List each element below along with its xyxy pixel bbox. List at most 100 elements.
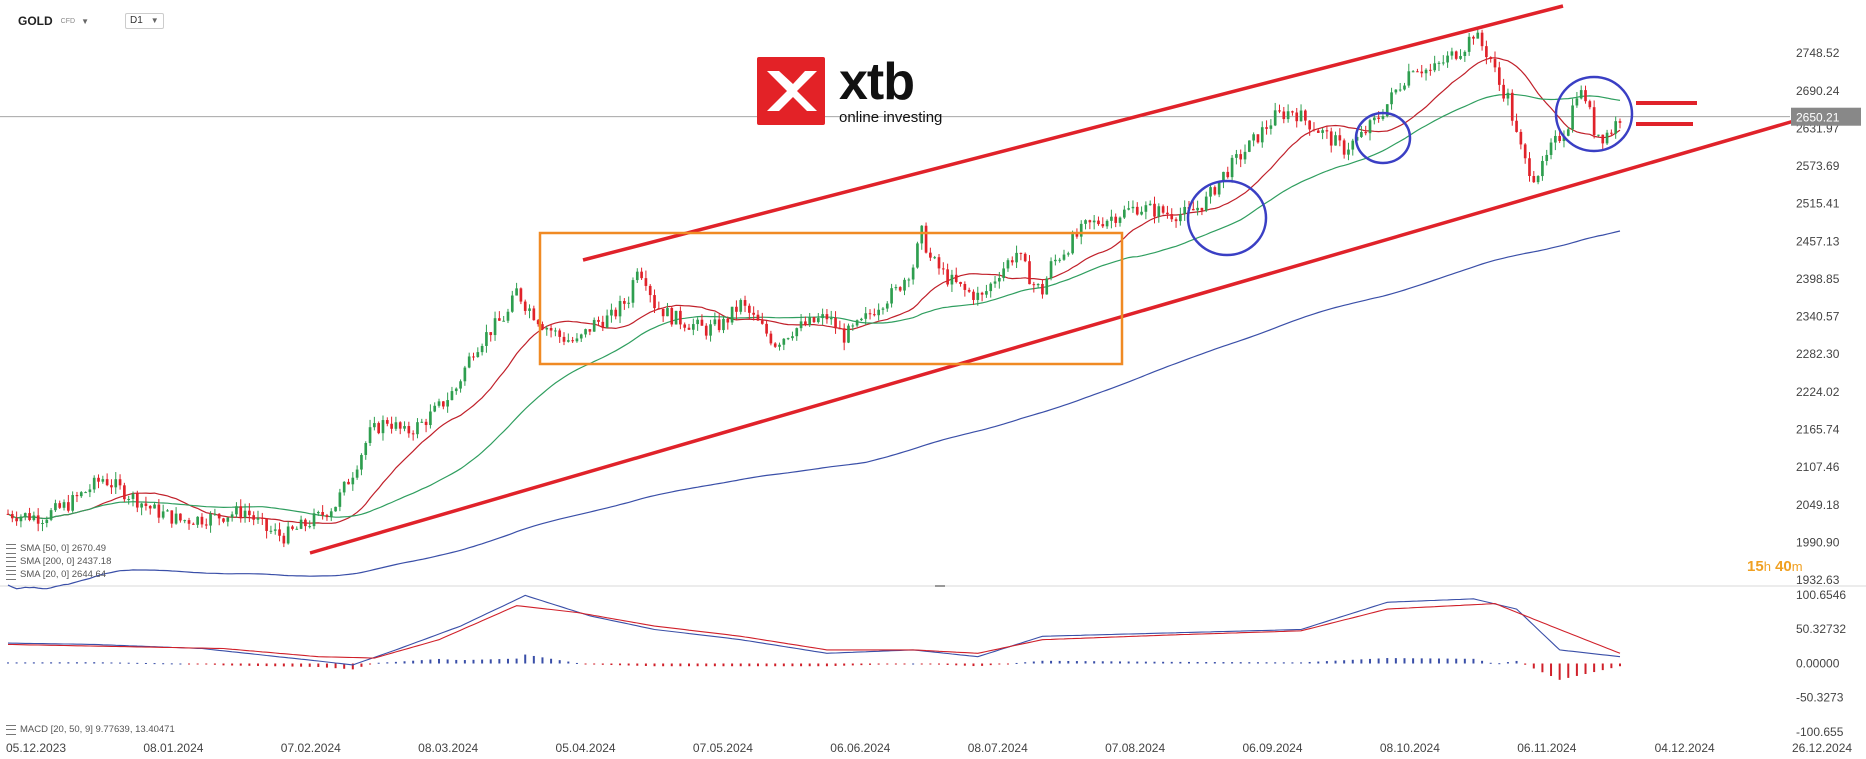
candle [916,241,919,269]
candle [498,311,501,321]
candle-body [980,292,984,295]
candle-body [847,325,850,343]
menu-icon[interactable] [6,543,16,554]
candle-body [691,324,695,330]
candle-body [1127,208,1130,210]
candle [36,508,40,532]
candle-body [834,317,837,329]
macd-histogram-bar [1024,662,1027,664]
candle-body [338,492,342,507]
candle [67,494,70,513]
candle [924,222,928,254]
candle [1122,205,1126,220]
candle-body [1424,69,1428,74]
candle [1114,213,1118,228]
macd-histogram-bar [1110,661,1113,664]
macd-histogram-bar [144,662,147,664]
candle [1252,132,1255,147]
candle-body [10,514,14,519]
macd-histogram-bar [627,663,630,666]
candle-body [1131,206,1135,209]
macd-histogram-bar [481,659,484,664]
macd-histogram-bar [300,663,303,667]
candle-body [549,328,553,331]
candle [217,513,221,526]
legend-sma20[interactable]: SMA [20, 0] 2644.64 [6,569,106,580]
macd-histogram-bar [877,663,880,665]
candle-body [92,477,96,490]
candle [1411,70,1415,73]
candle [1041,279,1044,299]
candle-body [1510,92,1514,121]
candle [795,327,799,341]
macd-histogram-bar [1248,662,1251,664]
candle-body [963,283,967,290]
candle [735,300,738,320]
candle-body [1347,149,1350,155]
candle [760,312,764,325]
candle-body [1282,111,1286,120]
candle-body [1161,206,1165,213]
candle [1304,109,1307,126]
macd-histogram-bar [1084,661,1087,664]
candle [1351,138,1355,156]
candle-body [929,252,932,258]
macd-histogram-bar [50,662,53,664]
candle-body [308,526,312,528]
candle [1510,89,1514,126]
candle [855,319,859,328]
candle [334,506,337,512]
candle [1183,200,1187,221]
candle-body [174,513,178,524]
chevron-down-icon[interactable]: ▼ [81,16,89,26]
candle-body [260,517,264,519]
candle-body [791,336,794,339]
macd-histogram-bar [851,663,854,666]
legend-sma50[interactable]: SMA [50, 0] 2670.49 [6,543,106,554]
candle-body [1480,32,1484,47]
legend-macd[interactable]: MACD [20, 50, 9] 9.77639, 13.40471 [6,724,175,735]
candle-body [1407,71,1411,86]
macd-histogram-bar [282,663,285,667]
candle [782,338,786,351]
candle [15,511,18,526]
y-tick-label: 1990.90 [1796,535,1840,549]
menu-icon[interactable] [6,724,16,735]
candle [1273,102,1277,127]
macd-histogram-bar [1162,661,1165,664]
candle [730,306,734,325]
macd-histogram-bar [1274,662,1277,664]
candle-body [1441,62,1445,64]
candle [355,465,359,480]
candle-body [1092,220,1096,223]
symbol-label[interactable]: GOLD [18,14,53,28]
menu-icon[interactable] [6,569,16,580]
candle [1329,127,1333,153]
macd-histogram-bar [127,662,130,664]
candle [1554,130,1557,151]
legend-sma200[interactable]: SMA [200, 0] 2437.18 [6,556,111,567]
candle [1260,121,1264,148]
candle-body [1183,206,1187,215]
candle [1592,100,1596,139]
candle [75,491,79,503]
timeframe-select[interactable]: D1 ▼ [124,13,164,29]
candle [1235,149,1238,165]
chevron-down-icon[interactable]: ▼ [150,16,159,25]
macd-histogram-bar [412,660,415,664]
candle [364,441,368,460]
candle-body [1252,134,1255,141]
candle-body [1588,101,1592,108]
candle-body [498,318,501,321]
candle [592,317,596,332]
candle [1429,63,1432,76]
candle-body [1385,104,1389,117]
x-tick-label: 07.08.2024 [1105,741,1165,755]
candle-body [1015,252,1018,263]
candle [1584,85,1587,104]
macd-histogram-bar [1179,661,1182,664]
candle-body [355,469,359,478]
menu-icon[interactable] [6,556,16,567]
candle-body [881,308,885,310]
